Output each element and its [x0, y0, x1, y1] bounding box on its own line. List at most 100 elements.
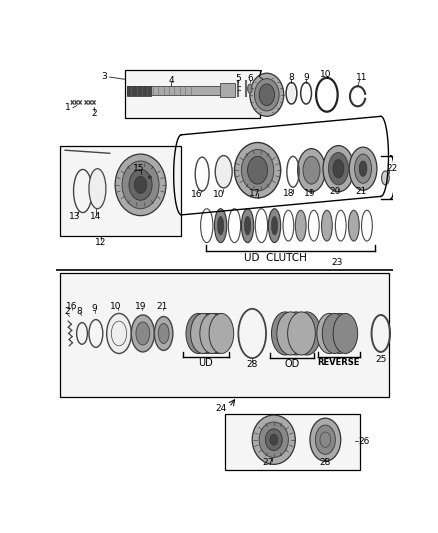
- Text: 21: 21: [156, 302, 168, 311]
- Text: 22: 22: [386, 164, 397, 173]
- Ellipse shape: [215, 209, 227, 243]
- Ellipse shape: [381, 171, 389, 185]
- Ellipse shape: [241, 149, 274, 191]
- Bar: [60, 146, 181, 237]
- Ellipse shape: [303, 156, 320, 184]
- Bar: [220, 83, 235, 97]
- Text: 7: 7: [256, 70, 262, 79]
- Ellipse shape: [268, 209, 281, 243]
- Ellipse shape: [131, 315, 155, 352]
- Text: UD  CLUTCH: UD CLUTCH: [244, 253, 307, 263]
- Ellipse shape: [158, 324, 169, 343]
- Ellipse shape: [272, 216, 278, 235]
- Text: 19: 19: [135, 302, 146, 311]
- Ellipse shape: [333, 313, 358, 353]
- Ellipse shape: [254, 78, 279, 111]
- Ellipse shape: [209, 313, 234, 353]
- Text: REVERSE: REVERSE: [318, 358, 360, 367]
- Ellipse shape: [234, 142, 281, 198]
- Text: 5: 5: [236, 74, 241, 83]
- Ellipse shape: [355, 154, 371, 183]
- Ellipse shape: [200, 313, 224, 353]
- Ellipse shape: [195, 313, 220, 353]
- Text: 16: 16: [66, 302, 78, 311]
- Ellipse shape: [359, 161, 367, 176]
- Text: 8: 8: [289, 74, 294, 82]
- Text: 6: 6: [247, 74, 253, 83]
- Ellipse shape: [148, 175, 151, 179]
- Bar: [225, 414, 360, 470]
- Ellipse shape: [155, 317, 173, 350]
- Text: 23: 23: [331, 258, 343, 267]
- Ellipse shape: [215, 156, 232, 188]
- Ellipse shape: [295, 210, 306, 241]
- Text: 13: 13: [69, 212, 81, 221]
- Bar: [129, 85, 221, 95]
- Text: 28: 28: [320, 457, 331, 466]
- Text: 10: 10: [320, 70, 331, 79]
- Ellipse shape: [89, 168, 106, 209]
- Ellipse shape: [115, 154, 166, 216]
- Text: 21: 21: [355, 187, 367, 196]
- Text: 3: 3: [102, 72, 107, 81]
- Ellipse shape: [134, 176, 147, 193]
- Text: 15: 15: [133, 164, 145, 173]
- Ellipse shape: [321, 210, 332, 241]
- Text: 14: 14: [90, 212, 102, 221]
- Text: 19: 19: [304, 189, 316, 198]
- Ellipse shape: [250, 73, 284, 116]
- Ellipse shape: [218, 216, 224, 235]
- Text: 9: 9: [303, 74, 309, 82]
- Ellipse shape: [252, 415, 295, 464]
- Text: 2: 2: [92, 109, 97, 118]
- Ellipse shape: [322, 313, 347, 353]
- Text: 24: 24: [216, 405, 227, 414]
- Ellipse shape: [259, 84, 275, 106]
- Ellipse shape: [288, 85, 295, 102]
- Text: 11: 11: [356, 74, 367, 82]
- Ellipse shape: [315, 425, 336, 454]
- Ellipse shape: [247, 84, 252, 93]
- Text: 26: 26: [358, 437, 370, 446]
- Ellipse shape: [288, 312, 315, 355]
- Ellipse shape: [259, 422, 288, 457]
- Bar: [127, 86, 131, 94]
- Ellipse shape: [186, 313, 211, 353]
- Text: 10: 10: [110, 302, 122, 311]
- Text: 17: 17: [249, 189, 260, 198]
- Ellipse shape: [298, 149, 325, 192]
- Ellipse shape: [328, 152, 349, 185]
- Text: 16: 16: [191, 190, 202, 199]
- Bar: [125, 70, 260, 118]
- Ellipse shape: [349, 147, 377, 190]
- Bar: [60, 273, 389, 397]
- Text: 28: 28: [247, 360, 258, 369]
- Ellipse shape: [282, 312, 310, 355]
- Ellipse shape: [205, 313, 229, 353]
- Ellipse shape: [265, 429, 282, 450]
- Text: 1: 1: [65, 103, 71, 112]
- Ellipse shape: [122, 161, 159, 209]
- Text: UD: UD: [198, 358, 213, 368]
- Text: 9: 9: [92, 304, 97, 313]
- Ellipse shape: [333, 159, 344, 178]
- Ellipse shape: [317, 313, 342, 353]
- Ellipse shape: [293, 312, 321, 355]
- Ellipse shape: [107, 313, 131, 353]
- Text: 2: 2: [64, 308, 70, 317]
- Ellipse shape: [310, 418, 341, 461]
- Text: 4: 4: [169, 76, 174, 85]
- Ellipse shape: [328, 313, 352, 353]
- Ellipse shape: [129, 169, 152, 200]
- Text: 20: 20: [330, 187, 341, 196]
- Text: 12: 12: [95, 238, 106, 247]
- Ellipse shape: [241, 209, 254, 243]
- Ellipse shape: [323, 146, 354, 192]
- Ellipse shape: [244, 216, 251, 235]
- Text: 10: 10: [213, 190, 225, 199]
- Text: OD: OD: [284, 359, 300, 369]
- Text: 18: 18: [283, 189, 295, 198]
- Ellipse shape: [191, 313, 215, 353]
- Ellipse shape: [349, 210, 359, 241]
- Text: 8: 8: [76, 308, 82, 317]
